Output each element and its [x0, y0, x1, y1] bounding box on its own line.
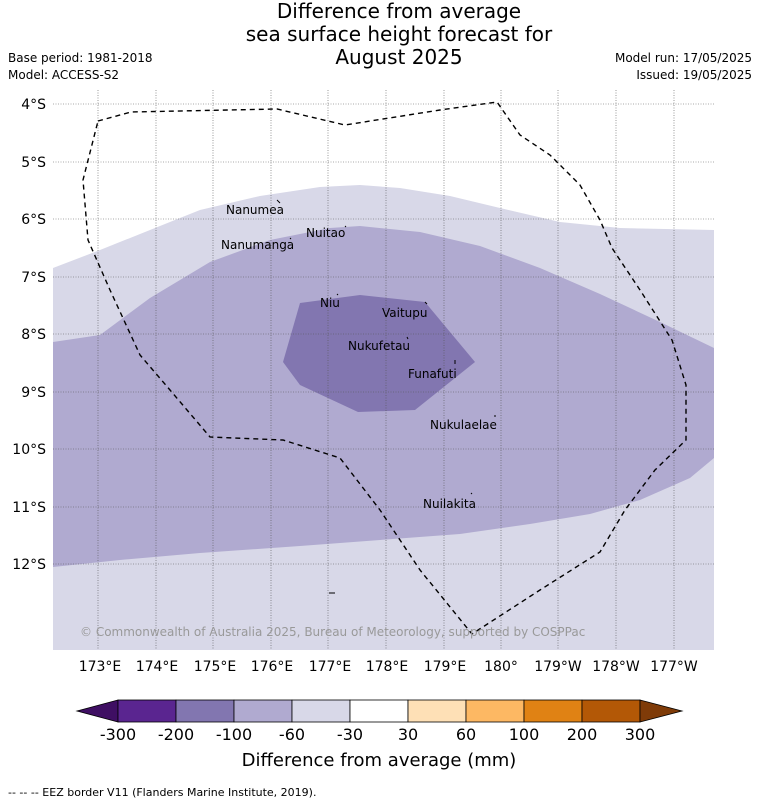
colorbar-segment [75, 699, 119, 723]
lat-label: 11°S [12, 500, 46, 516]
colorbar-tick-label: 300 [625, 725, 656, 744]
place-label: Nuitao [306, 226, 345, 240]
place-label: Nanumea [226, 203, 284, 217]
colorbar-segment [349, 699, 409, 723]
lat-label: 10°S [12, 442, 46, 458]
title-line-3: August 2025 [335, 45, 463, 69]
grid-lines [53, 90, 714, 650]
meta-right: Model run: 17/05/2025 Issued: 19/05/2025 [615, 50, 752, 84]
place-label: Nukulaelae [430, 418, 497, 432]
colorbar-tick-label: -300 [100, 725, 136, 744]
colorbar-segment [407, 699, 467, 723]
colorbar-segment [175, 699, 235, 723]
lon-label: 176°E [251, 659, 294, 675]
lat-axis-labels: 4°S 5°S 6°S 7°S 8°S 9°S 10°S 11°S 12°S [12, 97, 46, 573]
place-labels: Nanumea Nuitao Nanumanga Niu Vaitupu Nuk… [221, 203, 497, 511]
lon-label: 178°E [366, 659, 409, 675]
colorbar-tick-label: -30 [337, 725, 363, 744]
lat-label: 7°S [21, 270, 46, 286]
colorbar-tick-label: 100 [509, 725, 540, 744]
lon-label: 179°E [424, 659, 467, 675]
lat-label: 9°S [21, 385, 46, 401]
place-label: Funafuti [408, 367, 457, 381]
place-label: Vaitupu [382, 306, 428, 320]
issued-date: Issued: 19/05/2025 [636, 68, 752, 82]
colorbar [75, 699, 684, 723]
colorbar-tick-label: 30 [398, 725, 418, 744]
lon-label: 175°E [194, 659, 237, 675]
colorbar-tick-label: -100 [216, 725, 252, 744]
lon-label: 177°E [309, 659, 352, 675]
lat-label: 8°S [21, 327, 46, 343]
lon-label: 174°E [136, 659, 179, 675]
lon-label: 180° [484, 659, 518, 675]
colorbar-segment [291, 699, 351, 723]
lon-axis-labels: 173°E 174°E 175°E 176°E 177°E 178°E 179°… [79, 659, 698, 675]
colorbar-title: Difference from average (mm) [241, 750, 517, 771]
lat-label: 12°S [12, 557, 46, 573]
eez-legend-note: -- -- -- EEZ border V11 (Flanders Marine… [8, 786, 317, 799]
meta-left: Base period: 1981-2018 Model: ACCESS-S2 [8, 50, 153, 84]
islands [276, 199, 496, 594]
colorbar-tick-label: -200 [158, 725, 194, 744]
colorbar-segment [233, 699, 293, 723]
colorbar-segment [523, 699, 583, 723]
place-label: Nuilakita [423, 497, 476, 511]
lat-label: 5°S [21, 155, 46, 171]
copyright-text: © Commonwealth of Australia 2025, Bureau… [80, 625, 585, 639]
colorbar-tick-label: 200 [567, 725, 598, 744]
colorbar-segment [117, 699, 177, 723]
lon-label: 178°W [592, 659, 640, 675]
colorbar-segment [465, 699, 525, 723]
colorbar-tick-label: 60 [456, 725, 476, 744]
colorbar-segment [639, 699, 684, 723]
lon-label: 179°W [534, 659, 582, 675]
lat-label: 6°S [21, 212, 46, 228]
lon-label: 173°E [79, 659, 122, 675]
colorbar-ticks: -300 -200 -100 -60 -30 30 60 100 200 300 [100, 725, 655, 744]
place-label: Nanumanga [221, 238, 294, 252]
map-area: Nanumea Nuitao Nanumanga Niu Vaitupu Nuk… [53, 90, 714, 650]
model-name: Model: ACCESS-S2 [8, 68, 120, 82]
lon-label: 177°W [650, 659, 698, 675]
eez-border [82, 101, 687, 635]
title-line-1: Difference from average [276, 0, 522, 23]
base-period: Base period: 1981-2018 [8, 51, 153, 65]
lat-label: 4°S [21, 97, 46, 113]
band-minus200-minus100 [283, 295, 475, 412]
place-label: Niu [320, 296, 340, 310]
colorbar-tick-label: -60 [279, 725, 305, 744]
chart-title: Difference from average sea surface heig… [0, 0, 758, 69]
place-label: Nukufetau [348, 339, 410, 353]
title-line-2: sea surface height forecast for [245, 22, 553, 46]
model-run: Model run: 17/05/2025 [614, 51, 752, 65]
colorbar-segment [581, 699, 641, 723]
